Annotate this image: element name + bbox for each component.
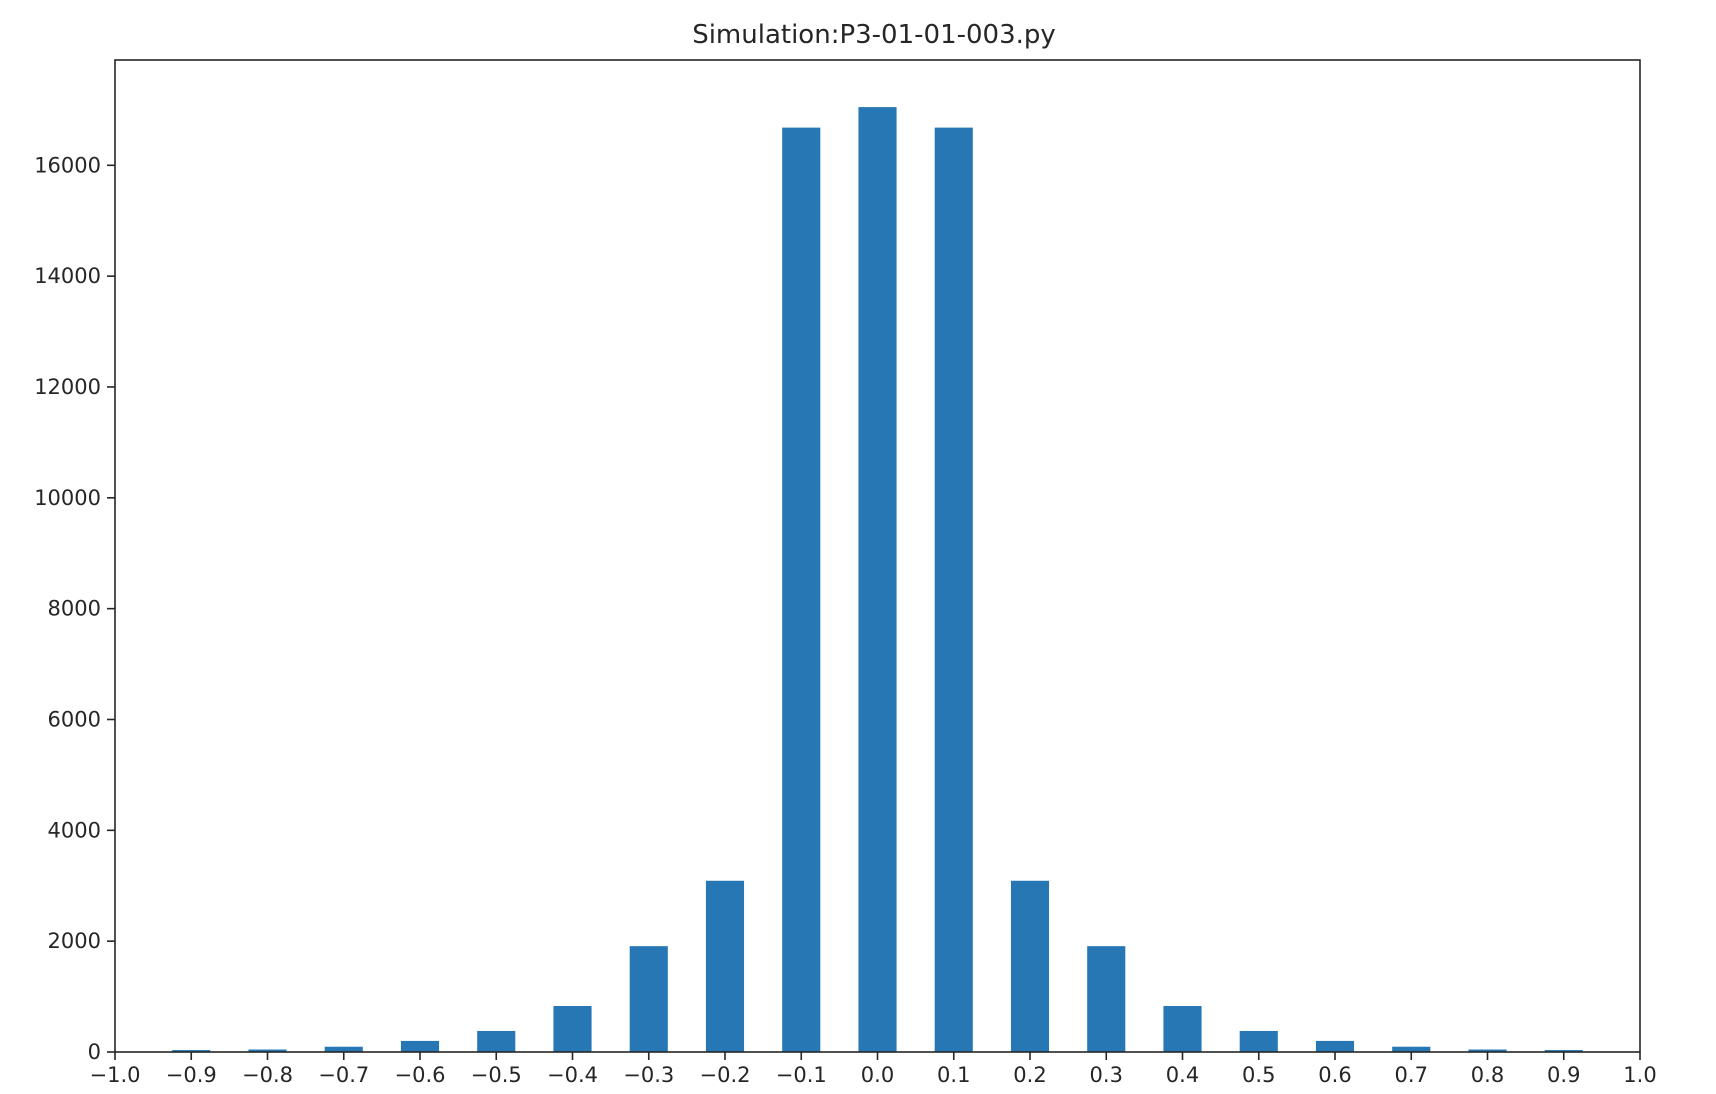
y-tick-label: 10000 [34, 486, 101, 510]
x-axis: −1.0 −0.9 −0.8 −0.7 −0.6 −0.5 −0.4 −0.3 −0.2 −0.1… [90, 1052, 1657, 1087]
y-tick-label: 0 [88, 1040, 101, 1064]
x-tick-label: 1.0 [1623, 1063, 1656, 1087]
bar [782, 127, 821, 1052]
x-tick-label: 0.1 [937, 1063, 970, 1087]
bar [1315, 1040, 1355, 1052]
x-tick-label: −0.3 [623, 1063, 674, 1087]
x-tick-label: −0.5 [471, 1063, 522, 1087]
x-tick-label: 0.9 [1547, 1063, 1580, 1087]
bar [477, 1030, 516, 1052]
y-tick-label: 6000 [48, 707, 101, 731]
bar [858, 107, 897, 1053]
bar [172, 1050, 211, 1052]
x-tick-label: 0.8 [1471, 1063, 1504, 1087]
bar [934, 127, 973, 1052]
bar [1468, 1049, 1507, 1052]
x-tick-label: 0.5 [1242, 1063, 1275, 1087]
bar [1087, 946, 1126, 1052]
y-axis: 0 2000 4000 6000 8000 10000 12000 14000 16000 [34, 153, 115, 1064]
chart-title: Simulation:P3-01-01-003.py [692, 20, 1056, 50]
bar [400, 1040, 440, 1052]
x-tick-label: 0.0 [861, 1063, 894, 1087]
x-tick-label: −0.8 [242, 1063, 293, 1087]
x-tick-label: −1.0 [90, 1063, 141, 1087]
y-tick-label: 2000 [48, 929, 101, 953]
x-tick-label: −0.9 [166, 1063, 217, 1087]
bar [1392, 1046, 1431, 1052]
y-tick-label: 16000 [34, 153, 101, 177]
y-tick-label: 12000 [34, 375, 101, 399]
bar [248, 1049, 287, 1052]
y-tick-label: 4000 [48, 818, 101, 842]
bar [553, 1006, 592, 1052]
y-tick-label: 8000 [48, 597, 101, 621]
x-tick-label: 0.6 [1318, 1063, 1351, 1087]
x-tick-label: 0.7 [1395, 1063, 1428, 1087]
x-tick-label: 0.4 [1166, 1063, 1199, 1087]
bar [1010, 880, 1050, 1052]
x-tick-label: −0.2 [700, 1063, 751, 1087]
y-tick-label: 14000 [34, 264, 101, 288]
plot-frame [114, 59, 1641, 1053]
x-tick-label: 0.2 [1013, 1063, 1046, 1087]
bars-group [172, 107, 1583, 1053]
x-tick-label: −0.7 [318, 1063, 369, 1087]
x-tick-label: 0.3 [1090, 1063, 1123, 1087]
x-tick-label: −0.1 [776, 1063, 827, 1087]
bar [324, 1046, 363, 1052]
bar [1239, 1030, 1278, 1052]
bar [705, 880, 745, 1052]
bar [1544, 1050, 1583, 1052]
x-tick-label: −0.4 [547, 1063, 598, 1087]
bar [1163, 1006, 1202, 1052]
bar [629, 946, 668, 1052]
x-tick-label: −0.6 [395, 1063, 446, 1087]
